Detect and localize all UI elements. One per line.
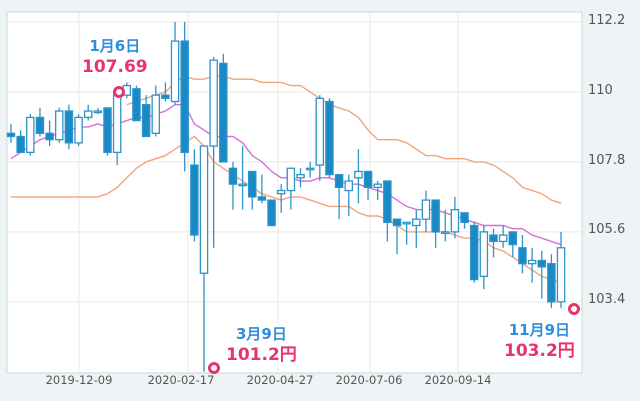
marker-dot-icon	[208, 362, 220, 374]
candle	[527, 247, 537, 283]
candle	[412, 209, 421, 248]
candle	[537, 250, 547, 299]
candle	[489, 228, 498, 258]
candle	[16, 130, 25, 154]
y-tick-label: 112.2	[588, 13, 626, 28]
candle	[83, 104, 93, 121]
indicator-lines	[10, 75, 562, 284]
x-tick-label: 2020-09-14	[424, 373, 492, 387]
candle	[460, 212, 469, 229]
low-annotation: 3月9日 101.2円	[226, 324, 297, 366]
candle	[247, 170, 257, 210]
bollinger-lowerline	[11, 135, 562, 284]
candle	[267, 199, 276, 227]
x-tick-label: 2020-04-27	[246, 373, 314, 387]
candle	[440, 209, 450, 242]
moving-average-short-line	[10, 104, 562, 246]
last-annotation: 11月9日 103.2円	[504, 320, 575, 362]
x-tick-label: 2020-07-06	[335, 373, 403, 387]
candle	[392, 218, 402, 255]
candle	[151, 85, 160, 137]
candle	[64, 104, 74, 150]
candles	[6, 22, 566, 372]
candle	[55, 107, 64, 143]
marker-dot-icon	[113, 86, 125, 98]
candle	[238, 146, 247, 210]
candle	[556, 231, 566, 309]
candle	[209, 56, 218, 248]
bollinger-upperline	[126, 75, 562, 204]
candle	[276, 184, 286, 213]
candle	[257, 174, 267, 204]
low-date: 3月9日	[235, 325, 287, 343]
candle	[479, 225, 489, 290]
candle	[431, 199, 440, 248]
gridlines	[7, 12, 582, 373]
high-value: 107.69	[82, 57, 148, 77]
candle	[132, 85, 141, 122]
candle	[180, 22, 189, 172]
candle	[6, 123, 16, 143]
candle	[286, 167, 296, 210]
candle	[35, 107, 45, 137]
candle	[383, 180, 392, 242]
candle	[190, 149, 199, 242]
candle	[354, 149, 363, 204]
annotation-markers	[113, 86, 580, 374]
candle	[363, 170, 373, 201]
x-tick-label: 2020-02-17	[147, 373, 215, 387]
candle	[402, 221, 411, 245]
candle	[373, 181, 382, 201]
y-tick-label: 105.6	[588, 222, 626, 237]
candle	[305, 161, 315, 178]
candle	[74, 114, 83, 147]
candle	[469, 222, 479, 283]
y-tick-label: 103.4	[588, 292, 626, 307]
candle	[344, 174, 353, 216]
candle	[170, 22, 180, 105]
candle	[325, 98, 334, 178]
low-value: 101.2円	[226, 345, 297, 365]
candle	[421, 190, 431, 232]
high-date: 1月6日	[89, 37, 141, 55]
candle	[334, 173, 344, 220]
candle	[296, 168, 305, 188]
candle	[518, 235, 527, 274]
candle	[93, 107, 103, 115]
x-tick-label: 2019-12-09	[45, 373, 113, 387]
y-tick-label: 110	[588, 83, 613, 98]
candle	[161, 82, 170, 102]
last-date: 11月9日	[508, 321, 571, 339]
marker-dot-icon	[568, 303, 580, 315]
candle	[498, 225, 508, 248]
y-tick-label: 107.8	[588, 153, 626, 168]
candle	[103, 107, 112, 156]
candle	[228, 161, 238, 210]
candle	[547, 254, 556, 309]
candle	[45, 120, 54, 147]
plot-area	[6, 11, 583, 374]
high-annotation: 1月6日 107.69	[82, 36, 148, 78]
candle	[26, 114, 35, 156]
candle	[199, 145, 209, 372]
candle	[219, 53, 228, 163]
candle	[141, 95, 151, 138]
candle	[450, 196, 460, 239]
candle	[315, 95, 325, 181]
last-value: 103.2円	[504, 341, 575, 361]
candle	[508, 231, 518, 258]
